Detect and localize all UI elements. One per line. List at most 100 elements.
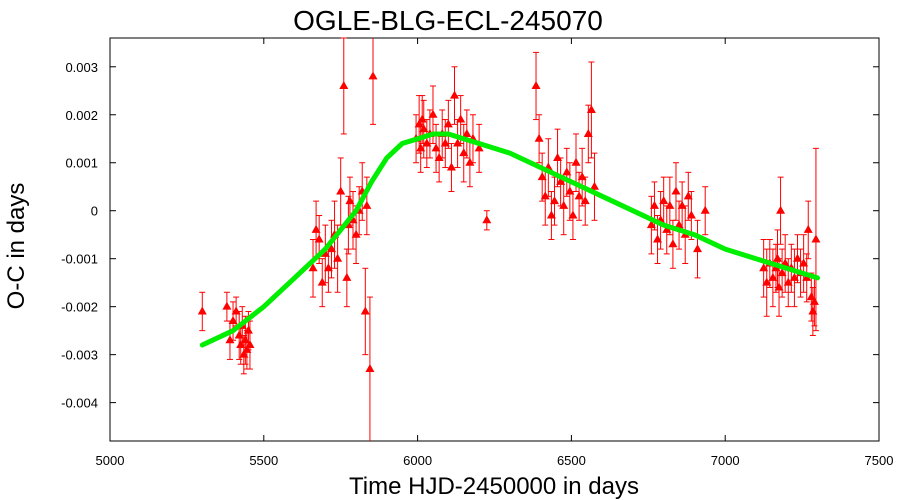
point-marker bbox=[222, 301, 232, 310]
point-marker bbox=[568, 210, 578, 219]
point-marker bbox=[345, 196, 355, 205]
point-marker bbox=[323, 263, 333, 272]
data-point bbox=[799, 234, 809, 293]
data-point bbox=[308, 239, 318, 298]
data-point bbox=[197, 291, 207, 332]
x-tick-label: 7500 bbox=[865, 453, 894, 468]
data-point bbox=[440, 119, 450, 169]
point-marker bbox=[236, 340, 246, 349]
point-marker bbox=[792, 253, 802, 262]
x-tick-label: 6000 bbox=[403, 453, 432, 468]
point-marker bbox=[417, 114, 427, 123]
point-marker bbox=[342, 272, 352, 281]
point-marker bbox=[474, 143, 484, 152]
point-marker bbox=[671, 186, 681, 195]
point-marker bbox=[228, 316, 238, 325]
data-point bbox=[671, 162, 681, 221]
data-point bbox=[443, 99, 453, 149]
point-marker bbox=[574, 191, 584, 200]
point-marker bbox=[537, 172, 547, 181]
point-marker bbox=[662, 224, 672, 233]
point-marker bbox=[339, 80, 349, 89]
plot-frame bbox=[109, 37, 880, 442]
point-marker bbox=[540, 191, 550, 200]
point-marker bbox=[783, 277, 793, 286]
point-marker bbox=[465, 157, 475, 166]
data-point bbox=[422, 119, 432, 169]
data-point bbox=[808, 286, 818, 336]
point-marker bbox=[231, 306, 241, 315]
data-point bbox=[317, 258, 327, 308]
y-axis-label: O-C in days bbox=[3, 183, 30, 310]
data-point bbox=[589, 152, 599, 221]
point-marker bbox=[556, 176, 566, 185]
point-marker bbox=[674, 220, 684, 229]
point-marker bbox=[531, 80, 541, 89]
data-point bbox=[342, 248, 352, 308]
point-marker bbox=[759, 263, 769, 272]
point-marker bbox=[683, 191, 693, 200]
point-marker bbox=[197, 306, 207, 315]
point-marker bbox=[780, 258, 790, 267]
data-point bbox=[228, 301, 238, 341]
point-marker bbox=[774, 282, 784, 291]
data-point bbox=[534, 114, 544, 164]
data-point bbox=[574, 171, 584, 221]
point-marker bbox=[571, 157, 581, 166]
point-marker bbox=[240, 335, 250, 344]
data-point bbox=[320, 224, 330, 284]
data-point bbox=[531, 51, 541, 121]
point-marker bbox=[456, 114, 466, 123]
point-marker bbox=[762, 277, 772, 286]
chart-title: OGLE-BLG-ECL-245070 bbox=[293, 5, 603, 36]
x-axis-label: Time HJD-2450000 in days bbox=[349, 473, 639, 500]
point-marker bbox=[803, 224, 813, 233]
point-marker bbox=[459, 148, 469, 157]
data-point bbox=[546, 191, 556, 240]
data-point bbox=[336, 157, 346, 226]
data-point bbox=[339, 37, 349, 135]
data-point bbox=[583, 104, 593, 164]
data-point bbox=[577, 147, 587, 207]
point-marker bbox=[665, 200, 675, 209]
point-marker bbox=[553, 152, 563, 161]
data-point bbox=[537, 152, 547, 202]
point-marker bbox=[700, 205, 710, 214]
point-marker bbox=[245, 340, 255, 349]
data-point bbox=[777, 248, 787, 298]
y-tick-label: -0.002 bbox=[61, 300, 98, 315]
point-marker bbox=[646, 220, 656, 229]
data-point bbox=[450, 66, 460, 125]
point-marker bbox=[768, 272, 778, 281]
data-point bbox=[365, 296, 375, 441]
data-point bbox=[565, 162, 575, 221]
point-marker bbox=[422, 138, 432, 147]
data-points bbox=[197, 37, 821, 441]
point-marker bbox=[806, 292, 816, 301]
point-marker bbox=[653, 234, 663, 243]
point-marker bbox=[365, 364, 375, 373]
point-marker bbox=[446, 162, 456, 171]
point-marker bbox=[317, 277, 327, 286]
point-marker bbox=[308, 263, 318, 272]
point-marker bbox=[799, 258, 809, 267]
x-tick-label: 7000 bbox=[711, 453, 740, 468]
data-point bbox=[360, 267, 370, 356]
point-marker bbox=[416, 143, 426, 152]
point-marker bbox=[482, 215, 492, 224]
data-point bbox=[568, 191, 578, 240]
point-marker bbox=[549, 196, 559, 205]
point-marker bbox=[239, 349, 249, 358]
point-marker bbox=[450, 90, 460, 99]
fit-curve bbox=[199, 131, 820, 348]
data-point bbox=[803, 200, 813, 260]
data-point bbox=[462, 109, 472, 159]
point-marker bbox=[559, 200, 569, 209]
point-marker bbox=[577, 172, 587, 181]
point-marker bbox=[414, 119, 424, 128]
fit-line bbox=[199, 131, 820, 348]
data-point bbox=[759, 239, 769, 298]
x-tick-label: 6500 bbox=[557, 453, 586, 468]
data-point bbox=[234, 310, 244, 360]
point-marker bbox=[462, 128, 472, 137]
